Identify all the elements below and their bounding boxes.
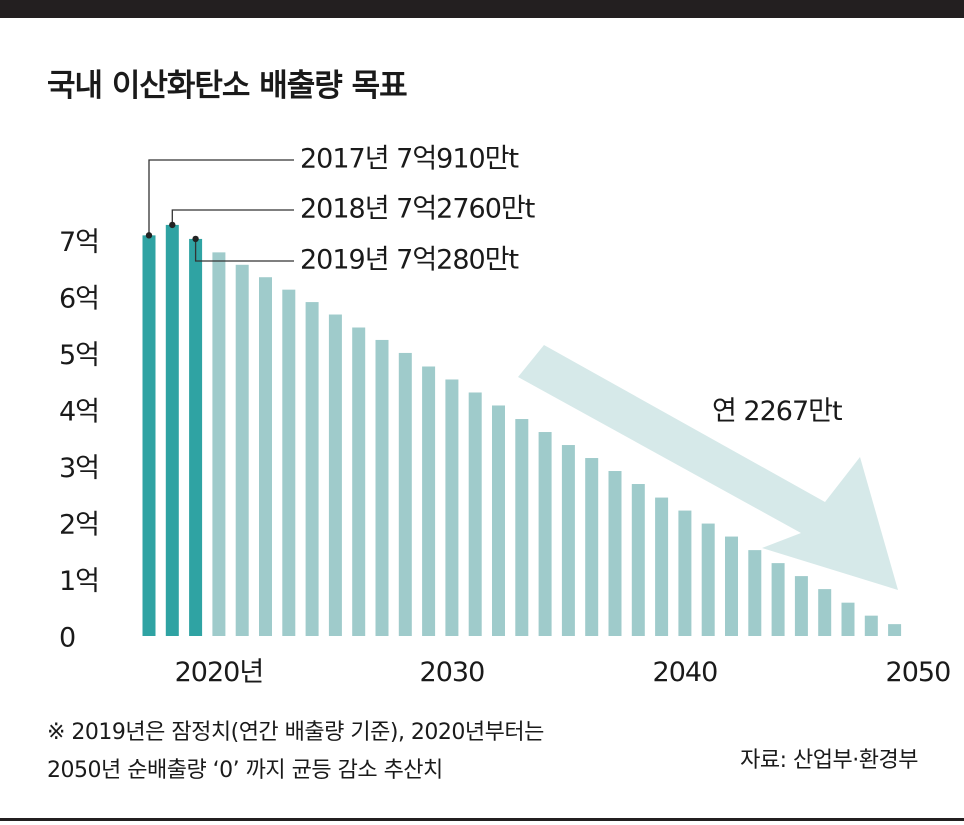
bar-2021 [235, 264, 249, 636]
bar-2037 [608, 471, 622, 636]
chart-title: 국내 이산화탄소 배출량 목표 [47, 68, 408, 104]
y-tick-label: 4억 [59, 397, 99, 428]
y-tick-label: 6억 [59, 284, 99, 315]
bar-2033 [515, 419, 529, 636]
callout-label-2019: 2019년 7억280만t [300, 245, 519, 276]
bar-2028 [398, 352, 412, 636]
bar-2034 [538, 432, 552, 636]
y-tick-label: 1억 [59, 566, 99, 597]
bar-2024 [305, 302, 319, 636]
bar-2030 [445, 379, 459, 636]
bar-2018 [165, 224, 179, 636]
bar-2040 [678, 510, 692, 636]
bar-2025 [328, 314, 342, 636]
bar-2046 [818, 589, 832, 636]
bar-2031 [468, 392, 482, 636]
y-tick-label: 0 [59, 623, 75, 654]
trend-arrow [518, 345, 898, 590]
callout-dot-2017 [145, 232, 153, 239]
bar-2022 [259, 277, 272, 636]
callout-leader-2017 [148, 159, 294, 236]
y-tick-label: 2억 [59, 510, 99, 541]
bar-2039 [655, 497, 669, 636]
callout-label-2017: 2017년 7억910만t [300, 144, 519, 175]
callout-label-2018: 2018년 7억2760만t [300, 194, 535, 225]
source-credit: 자료: 산업부·환경부 [740, 748, 918, 773]
top-border-bar [0, 0, 964, 18]
y-tick-label: 5억 [59, 340, 99, 371]
x-tick-label-2050: 2050 [886, 657, 951, 688]
bar-2036 [585, 458, 599, 636]
bar-2019 [189, 238, 203, 636]
bar-2032 [492, 405, 505, 636]
callouts: 2017년 7억910만t 2018년 7억2760만t 2019년 7억280만t [145, 144, 536, 276]
x-tick-label-2030: 2030 [420, 657, 485, 688]
bar-2035 [561, 445, 575, 636]
callout-leader-2018 [171, 209, 294, 225]
bar-2049 [888, 624, 902, 636]
y-tick-label: 3억 [59, 453, 99, 484]
bar-2042 [725, 536, 738, 636]
bar-2026 [352, 327, 366, 636]
x-tick-label-2020: 2020년 [175, 657, 264, 688]
footnote-line-2: 2050년 순배출량 ‘0’ 까지 균등 감소 추산치 [47, 758, 443, 783]
footnote-line-1: ※ 2019년은 잠정치(연간 배출량 기준), 2020년부터는 [47, 720, 544, 745]
bars [142, 224, 902, 637]
bar-2043 [748, 550, 762, 636]
bar-2048 [864, 615, 878, 636]
bar-2047 [841, 602, 855, 636]
x-axis-labels: 2020년 2030 2040 2050 [175, 657, 952, 688]
trend-arrow-layer: 연 2267만t [518, 345, 898, 590]
bottom-border-rule [0, 818, 964, 821]
bar-2023 [282, 289, 296, 636]
bar-2038 [631, 484, 645, 636]
bar-2041 [701, 523, 715, 636]
y-tick-label: 7억 [59, 227, 99, 258]
bar-2017 [142, 235, 156, 636]
bar-2045 [794, 576, 808, 636]
callout-dot-2018 [169, 221, 176, 229]
bar-2029 [422, 366, 436, 636]
callout-dot-2019 [192, 235, 199, 243]
bar-2044 [771, 563, 785, 636]
x-tick-label-2040: 2040 [653, 657, 718, 688]
bar-2027 [375, 339, 389, 636]
y-axis-labels: 0 1억 2억 3억 4억 5억 6억 7억 [59, 227, 100, 654]
trend-arrow-label: 연 2267만t [712, 396, 842, 427]
callout-leader-2019 [194, 238, 294, 262]
footnote: ※ 2019년은 잠정치(연간 배출량 기준), 2020년부터는 2050년 … [47, 714, 544, 790]
bar-2020 [212, 252, 226, 637]
